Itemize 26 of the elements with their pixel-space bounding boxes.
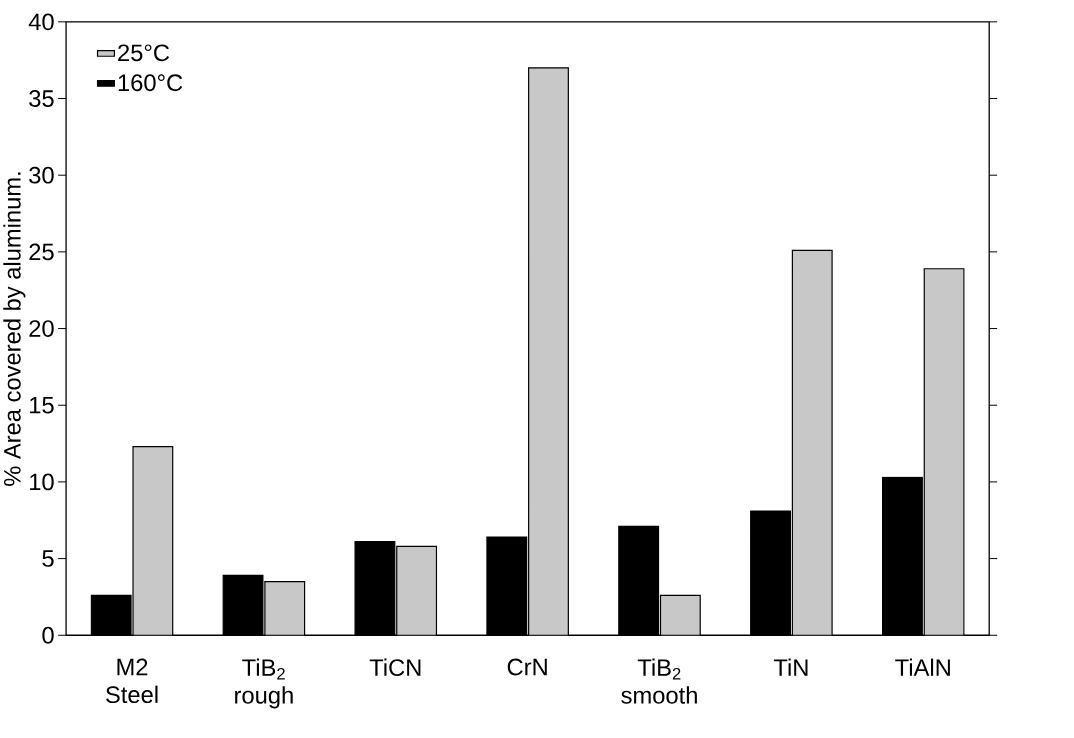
x-tick-label: TiCN <box>369 658 421 677</box>
bar <box>923 268 965 636</box>
y-tick-label: 25 <box>29 243 54 261</box>
bar <box>792 250 833 636</box>
bar <box>660 595 701 636</box>
y-axis-title: % Area covered by aluminum. <box>3 172 26 487</box>
y-tick-label: 10 <box>30 473 54 491</box>
x-tick-label: TiN <box>773 658 808 677</box>
x-tick-label: TiB$_{2}$ smooth <box>621 658 697 704</box>
legend-label: 160°C <box>118 74 183 92</box>
y-tick-label: 35 <box>29 90 54 108</box>
bar <box>396 546 437 636</box>
legend-label: 25°C <box>118 44 170 62</box>
x-tick-label: TiAlN <box>895 658 950 677</box>
bar <box>264 581 305 636</box>
y-tick-label: 0 <box>42 627 54 644</box>
x-tick-label: CrN <box>507 658 547 676</box>
y-tick-label: 15 <box>30 397 54 414</box>
y-tick-label: 40 <box>28 13 54 31</box>
y-tick-label: 30 <box>29 167 54 184</box>
y-tick-label: 20 <box>29 320 54 338</box>
bar <box>528 68 569 636</box>
bar <box>133 446 173 636</box>
x-tick-label: TiB$_{2}$ rough <box>235 658 293 709</box>
x-tick-label: M2 Steel <box>106 658 158 704</box>
y-tick-label: 5 <box>42 550 54 568</box>
